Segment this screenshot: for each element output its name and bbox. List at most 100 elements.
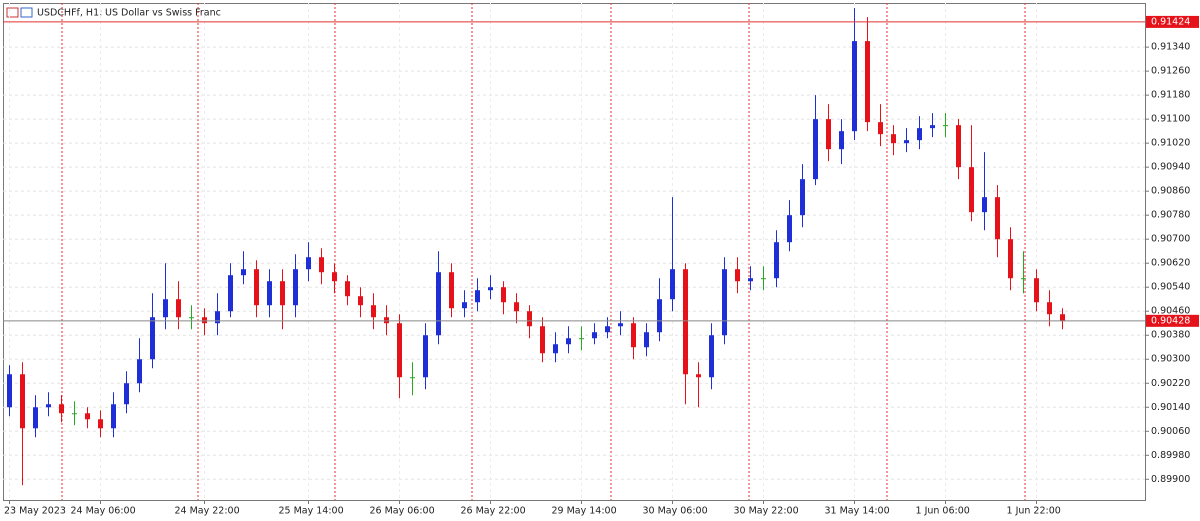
x-tick-label: 26 May 06:00 — [370, 506, 435, 517]
y-tick-label: 0.90140 — [1151, 402, 1190, 413]
candle-body — [46, 404, 51, 408]
candle-body — [1034, 278, 1039, 303]
plot-frame — [3, 3, 1146, 501]
candle-body — [683, 269, 688, 375]
candle-body — [384, 317, 389, 324]
candle-body — [280, 281, 285, 306]
candle-body — [943, 125, 948, 127]
y-tick-label: 0.91020 — [1151, 138, 1190, 149]
candle-body — [826, 119, 831, 150]
chart-icon — [6, 7, 33, 18]
candle-body — [696, 374, 701, 378]
x-tick-label: 1 Jun 06:00 — [916, 506, 970, 517]
y-tick-label: 0.90380 — [1151, 330, 1190, 341]
y-tick-label: 0.91180 — [1151, 90, 1190, 101]
candle-body — [59, 404, 64, 414]
candle-body — [436, 272, 441, 336]
candle-body — [189, 317, 194, 319]
candle-body — [228, 275, 233, 312]
candle-body — [1008, 239, 1013, 279]
candle-body — [163, 299, 168, 318]
candle-body — [566, 338, 571, 345]
x-tick-label: 24 May 06:00 — [71, 506, 136, 517]
candle-body — [527, 311, 532, 327]
y-tick-label: 0.90300 — [1151, 354, 1190, 365]
candle-body — [553, 344, 558, 354]
candle-body — [514, 302, 519, 312]
y-tick-label: 0.91340 — [1151, 42, 1190, 53]
candle-body — [33, 407, 38, 429]
candle-body — [1021, 278, 1026, 280]
x-tick-label: 26 May 22:00 — [461, 506, 526, 517]
candle-body — [852, 41, 857, 132]
candle-body — [631, 323, 636, 348]
candle-body — [722, 269, 727, 336]
candle-body — [891, 134, 896, 144]
candle-body — [865, 41, 870, 123]
y-tick-label: 0.90860 — [1151, 186, 1190, 197]
candle-body — [345, 281, 350, 297]
candle-body — [956, 125, 961, 168]
y-tick-label: 0.91260 — [1151, 66, 1190, 77]
candle-body — [150, 317, 155, 360]
candle-body — [644, 332, 649, 348]
candle-body — [761, 278, 766, 280]
candle-body — [98, 419, 103, 429]
y-tick-label: 0.90940 — [1151, 162, 1190, 173]
candle-body — [813, 119, 818, 180]
y-tick-label: 0.90700 — [1151, 234, 1190, 245]
candle-body — [774, 242, 779, 279]
y-tick-label: 0.89900 — [1151, 474, 1190, 485]
candle-body — [72, 413, 77, 415]
y-tick-label: 0.91100 — [1151, 114, 1190, 125]
candle-body — [1047, 302, 1052, 315]
candle-body — [488, 287, 493, 291]
candle-body — [605, 326, 610, 333]
candle-body — [787, 215, 792, 243]
candle-body — [748, 278, 753, 282]
x-tick-label: 30 May 06:00 — [643, 506, 708, 517]
candle-body — [475, 290, 480, 303]
candle-body — [319, 257, 324, 273]
candle-body — [202, 317, 207, 324]
price-label-bg — [1146, 314, 1199, 327]
candle-body — [917, 128, 922, 141]
price-label: 0.91424 — [1151, 16, 1190, 27]
candle-body — [176, 299, 181, 318]
y-tick-label: 0.89980 — [1151, 450, 1190, 461]
x-tick-label: 23 May 2023 — [4, 506, 66, 517]
x-tick-label: 25 May 14:00 — [279, 506, 344, 517]
price-label-bg — [1146, 15, 1199, 28]
candle-body — [20, 374, 25, 429]
candle-body — [735, 269, 740, 282]
candle-body — [579, 338, 584, 340]
candle-body — [111, 404, 116, 429]
y-tick-label: 0.90780 — [1151, 210, 1190, 221]
candle-body — [995, 197, 1000, 240]
candle-body — [358, 296, 363, 306]
candle-body — [423, 335, 428, 378]
candle-body — [501, 287, 506, 303]
candle-body — [1060, 314, 1065, 321]
candle-body — [124, 383, 129, 405]
candle-body — [670, 269, 675, 300]
candle-body — [85, 413, 90, 420]
x-tick-label: 1 Jun 22:00 — [1007, 506, 1061, 517]
candle-body — [969, 167, 974, 213]
candle-body — [839, 131, 844, 150]
candle-body — [332, 272, 337, 282]
candle-body — [540, 326, 545, 354]
candle-body — [241, 269, 246, 276]
candle-body — [904, 140, 909, 144]
chart-title: US Dollar vs Swiss Franc — [105, 8, 221, 19]
candle-body — [618, 323, 623, 327]
x-tick-label: 29 May 14:00 — [552, 506, 617, 517]
candle-body — [878, 122, 883, 135]
candle-body — [410, 377, 415, 379]
y-tick-label: 0.90060 — [1151, 426, 1190, 437]
candle-body — [306, 257, 311, 270]
candle-body — [657, 299, 662, 333]
y-tick-label: 0.90620 — [1151, 258, 1190, 269]
x-tick-label: 30 May 22:00 — [734, 506, 799, 517]
